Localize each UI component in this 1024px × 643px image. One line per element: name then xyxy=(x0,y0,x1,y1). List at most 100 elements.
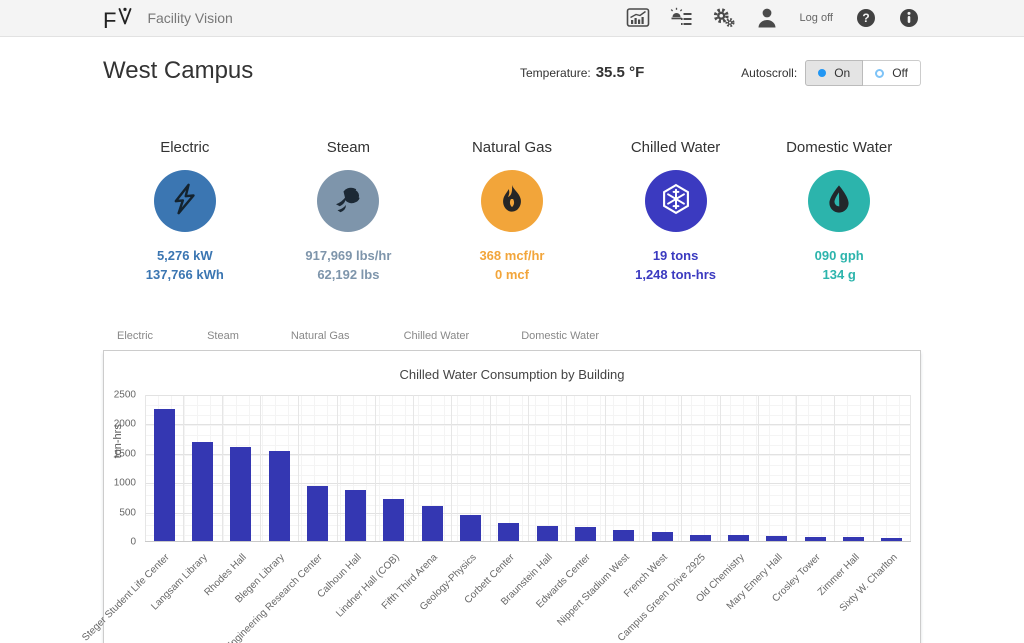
utility-name: Steam xyxy=(326,139,371,156)
settings-gears-icon[interactable] xyxy=(712,6,736,30)
y-tick-label: 500 xyxy=(119,507,136,519)
vertical-gridline xyxy=(145,395,146,541)
bar-rhodes-hall[interactable] xyxy=(230,446,252,541)
autoscroll-on-button[interactable]: On xyxy=(805,60,864,86)
utility-card-natural-gas: Natural Gas 368 mcf/hr 0 mcf xyxy=(430,139,594,284)
flame-circle-button[interactable] xyxy=(480,170,543,232)
utility-name: Chilled Water xyxy=(630,139,721,156)
utility-value-primary: 5,276 kW xyxy=(156,248,213,263)
water-drop-icon xyxy=(823,183,855,220)
bar-edwards-center[interactable] xyxy=(574,527,596,541)
vertical-gridline xyxy=(681,395,683,541)
tab-domestic-water[interactable]: Domestic Water xyxy=(521,330,600,342)
autoscroll-off-button[interactable]: Off xyxy=(863,60,921,86)
utility-name: Natural Gas xyxy=(471,139,552,156)
bar-chart-plot-area: ton-hrs 0 500 1000 1500 2000 2500 xyxy=(112,390,911,548)
utility-card-electric: Electric 5,276 kW 137,766 kWh xyxy=(103,139,267,284)
y-tick-label: 2500 xyxy=(113,389,136,401)
logo-letter-f: F xyxy=(103,7,117,33)
utility-value-secondary: 0 mcf xyxy=(494,267,529,282)
bar-blegen-library[interactable] xyxy=(268,451,290,541)
log-off-button[interactable]: Log off xyxy=(799,12,833,24)
lightning-circle-button[interactable] xyxy=(153,170,216,232)
autoscroll-off-label: Off xyxy=(892,66,908,80)
tab-chilled-water[interactable]: Chilled Water xyxy=(403,330,470,342)
vertical-gridline xyxy=(528,395,529,541)
bar-lindner-hall-cob-[interactable] xyxy=(383,499,405,541)
utility-name: Domestic Water xyxy=(786,139,893,156)
page-title: West Campus xyxy=(103,57,254,84)
lightning-icon xyxy=(168,182,202,221)
utility-name: Electric xyxy=(160,139,210,156)
bar-nippert-stadium-west[interactable] xyxy=(613,529,635,541)
chart-title: Chilled Water Consumption by Building xyxy=(399,367,625,382)
facility-vision-logo[interactable]: F xyxy=(103,6,133,31)
utility-value-primary: 19 tons xyxy=(652,248,699,263)
alarm-list-icon[interactable] xyxy=(669,6,693,30)
utility-tabs: Electric Steam Natural Gas Chilled Water Dom… xyxy=(103,324,921,348)
svg-text:?: ? xyxy=(862,11,869,25)
tab-electric[interactable]: Electric xyxy=(117,330,154,342)
bar-campus-green-drive-2925[interactable] xyxy=(689,534,711,541)
snowflake-circle-button[interactable] xyxy=(644,170,707,232)
bar-sixty-w-charlton[interactable] xyxy=(881,538,903,541)
vertical-gridline xyxy=(413,395,415,541)
bar-geology-physics[interactable] xyxy=(460,514,482,541)
utility-value-secondary: 1,248 ton-hrs xyxy=(635,267,717,282)
utility-value-primary: 917,969 lbs/hr xyxy=(305,248,392,263)
autoscroll-label: Autoscroll: xyxy=(741,66,798,80)
user-icon[interactable] xyxy=(755,6,779,30)
app-name: Facility Vision xyxy=(147,10,233,26)
vertical-gridline xyxy=(604,395,606,541)
utility-card-chilled-water: Chilled Water 19 tons 1,248 ton-hrs xyxy=(594,139,758,284)
vertical-gridline xyxy=(298,395,300,541)
bar-mary-emery-hall[interactable] xyxy=(766,535,788,541)
y-tick-label: 1000 xyxy=(113,477,136,489)
chart-panel: Chilled Water Consumption by Building to… xyxy=(80,350,921,643)
temperature-label: Temperature: xyxy=(520,66,591,80)
steam-icon xyxy=(330,181,366,222)
bar-steger-student-life-center[interactable] xyxy=(153,408,175,541)
temperature-value: 35.5 °F xyxy=(595,64,645,81)
info-icon[interactable] xyxy=(897,6,921,30)
snowflake-icon xyxy=(659,182,693,221)
bar-corbett-center[interactable] xyxy=(498,522,520,541)
x-axis-labels: Steger Student Life Center Langsam Librar… xyxy=(80,546,911,643)
x-tick-label: Steger Student Life Center xyxy=(80,552,172,643)
bar-zimmer-hall[interactable] xyxy=(843,537,865,541)
vertical-gridline xyxy=(259,395,261,541)
bar-engineering-research-center[interactable] xyxy=(306,485,328,541)
bar-fifth-third-arena[interactable] xyxy=(421,505,443,541)
vertical-gridline xyxy=(451,395,453,541)
utility-card-steam: Steam 917,969 lbs/hr 62,192 lbs xyxy=(267,139,431,284)
vertical-gridline xyxy=(872,395,874,541)
tab-natural-gas[interactable]: Natural Gas xyxy=(290,330,350,342)
steam-circle-button[interactable] xyxy=(317,170,380,232)
help-icon[interactable]: ? xyxy=(854,6,878,30)
bar-braunstein-hall[interactable] xyxy=(536,526,558,541)
utility-value-secondary: 137,766 kWh xyxy=(145,267,224,282)
utility-value-secondary: 134 g xyxy=(822,267,856,282)
vertical-gridline xyxy=(566,395,568,541)
dashboard-icon[interactable] xyxy=(626,6,650,30)
vertical-gridline xyxy=(834,395,836,541)
vertical-gridline xyxy=(719,395,721,541)
bar-langsam-library[interactable] xyxy=(191,441,213,541)
utility-value-primary: 368 mcf/hr xyxy=(479,248,545,263)
vertical-gridline xyxy=(757,395,759,541)
top-header-bar: F Facility Vision xyxy=(0,0,1024,37)
temperature-readout: Temperature: 35.5 °F xyxy=(520,64,644,81)
vertical-gridline xyxy=(796,395,798,541)
utility-value-primary: 090 gph xyxy=(814,248,864,263)
y-tick-label: 2000 xyxy=(113,418,136,430)
vertical-gridline xyxy=(221,395,223,541)
radio-unselected-icon xyxy=(875,68,885,78)
tab-steam[interactable]: Steam xyxy=(207,330,239,342)
bar-french-west[interactable] xyxy=(651,531,673,541)
utility-summary-row: Electric 5,276 kW 137,766 kWh Steam 917,969 … xyxy=(103,139,921,284)
bar-old-chemistry[interactable] xyxy=(728,535,750,541)
bar-calhoun-hall[interactable] xyxy=(345,489,367,541)
autoscroll-on-label: On xyxy=(834,66,851,80)
water-drop-circle-button[interactable] xyxy=(808,170,871,232)
bar-crosley-tower[interactable] xyxy=(804,536,826,541)
